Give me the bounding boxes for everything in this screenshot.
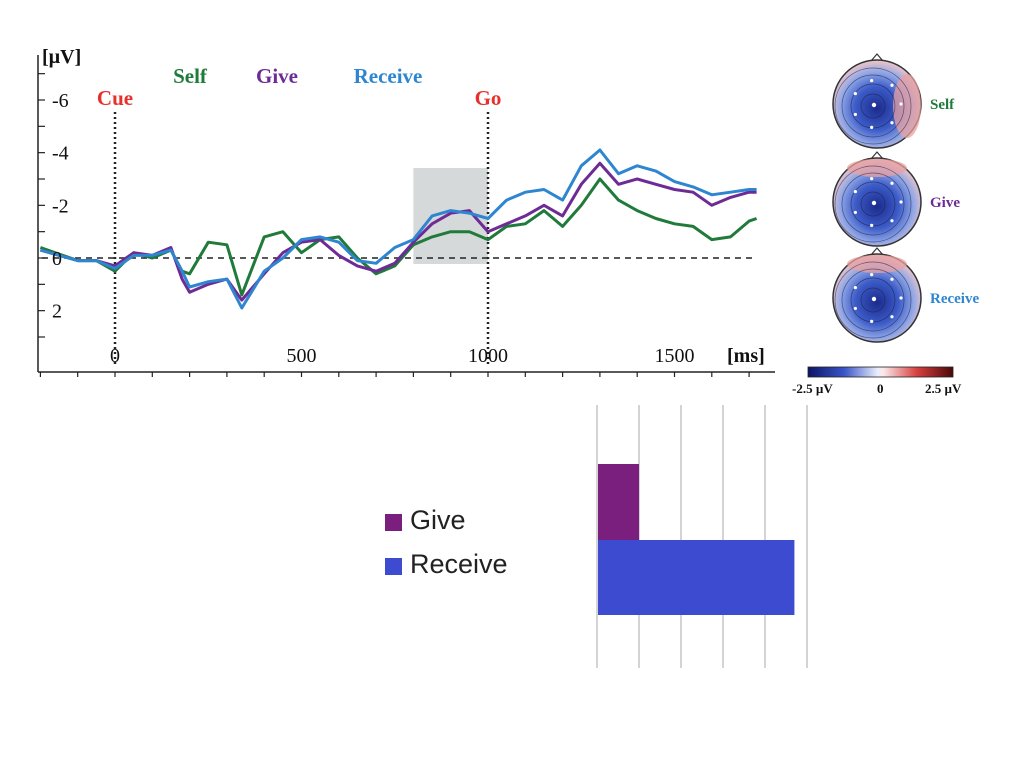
topographic-maps: Self Give Receive [832,53,979,343]
topo-map-receive: Receive [832,247,979,343]
x-tick-label: 500 [287,345,317,367]
y-tick-label: 0 [52,248,62,270]
event-marker-label: Cue [97,86,133,110]
x-tick-label: 0 [110,345,120,367]
x-tick-label: 1000 [468,345,508,367]
topo-map-give: Give [832,151,960,247]
series-line-give [39,161,757,302]
legend-label-self: Self [173,64,208,88]
event-marker-label: Go [475,86,502,110]
legend-label-give: Give [256,64,298,88]
topo-map-self: Self [832,53,955,149]
colorbar-max-label: 2.5 µV [925,381,962,396]
bar-receive [598,540,795,615]
colorbar-min-label: -2.5 µV [792,381,833,396]
legend-label-receive: Receive [354,64,423,88]
legend-label-give: Give [410,504,466,535]
legend-item-give: Give [385,498,508,542]
topo-label-receive: Receive [930,291,979,307]
bar-chart [596,405,808,668]
legend-swatch-give [385,513,402,531]
x-axis-label: [ms] [727,345,765,367]
colorbar-gradient [807,366,954,378]
legend-label-receive: Receive [410,548,508,579]
y-tick-label: -2 [52,195,69,217]
erp-line-chart: Cue Go 0 500 1000 1500 -6 -4 -2 0 2 [µV] [ms] Sel… [37,46,775,377]
y-tick-label: -6 [52,90,69,112]
bar-give [598,464,639,540]
bar-legend: Give Receive [385,498,508,586]
x-tick-label: 1500 [655,345,695,367]
series-line-receive [39,148,757,310]
legend-swatch-receive [385,557,402,575]
series-line-self [39,177,758,297]
colorbar: -2.5 µV 0 2.5 µV [792,366,962,396]
legend-item-receive: Receive [385,542,508,586]
colorbar-mid-label: 0 [877,381,884,396]
y-tick-label: 2 [52,301,62,323]
y-axis-label: [µV] [42,46,81,68]
y-tick-label: -4 [52,143,69,165]
topo-label-give: Give [930,195,960,211]
topo-label-self: Self [930,97,955,113]
